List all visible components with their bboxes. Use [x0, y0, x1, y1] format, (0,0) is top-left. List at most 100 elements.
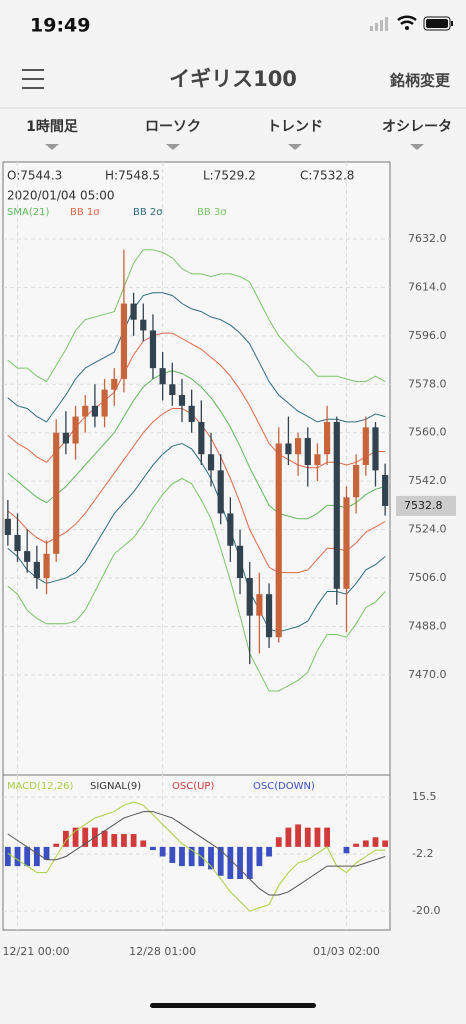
- status-icons: [370, 15, 453, 31]
- y-tick-label: 7560.0: [408, 426, 447, 439]
- candle-body: [275, 443, 282, 638]
- tab[interactable]: オシレータ: [382, 119, 452, 135]
- ohlc-open: O:7544.3: [7, 169, 62, 183]
- y-tick-label: 7488.0: [408, 619, 447, 632]
- legend-label: BB 2σ: [133, 207, 163, 218]
- osc-bar: [295, 824, 301, 847]
- y-tick-label: 15.5: [412, 790, 437, 803]
- osc-bar: [62, 830, 69, 847]
- osc-bar: [314, 827, 321, 847]
- candle-body: [178, 395, 186, 406]
- candle-body: [91, 405, 99, 417]
- candle-body: [101, 389, 108, 417]
- osc-bar: [82, 827, 89, 847]
- osc-bar: [275, 837, 282, 847]
- y-tick-label: -20.0: [412, 904, 440, 917]
- macd-line: [7, 811, 386, 896]
- osc-bar: [237, 846, 243, 879]
- tab[interactable]: 1時間足: [26, 118, 79, 135]
- osc-bar: [24, 846, 31, 867]
- legend-label: MACD(12,26): [7, 781, 74, 792]
- osc-bar: [208, 846, 214, 870]
- tab[interactable]: ローソク: [145, 119, 201, 135]
- candle-body: [285, 443, 292, 455]
- candle-body: [256, 594, 263, 616]
- change-symbol[interactable]: 銘柄変更: [390, 72, 451, 90]
- legend-label: OSC(UP): [172, 781, 214, 792]
- y-tick-label: -2.2: [412, 847, 433, 860]
- band-line: [7, 442, 386, 633]
- candle-body: [324, 421, 331, 455]
- legend-label: SMA(21): [7, 207, 49, 218]
- osc-bar: [121, 834, 127, 847]
- osc-bar: [188, 846, 195, 867]
- x-tick-label: 12/21 00:00: [3, 945, 70, 958]
- macd-line: [7, 801, 386, 912]
- ohlc-high: H:7548.5: [105, 169, 160, 183]
- candle-body: [43, 553, 50, 579]
- price-tag: [396, 495, 456, 516]
- candle-body: [120, 303, 128, 379]
- candle-body: [343, 497, 350, 589]
- candle-body: [33, 561, 40, 579]
- candle-body: [188, 405, 195, 422]
- price-tag-label: 7532.8: [404, 499, 443, 512]
- candle-body: [207, 454, 215, 471]
- osc-bar: [227, 846, 234, 879]
- legend-label: BB 1σ: [70, 207, 100, 218]
- osc-bar: [372, 837, 379, 847]
- candle-body: [169, 384, 176, 396]
- y-tick-label: 7614.0: [408, 280, 447, 293]
- candle-body: [82, 405, 89, 417]
- osc-bar: [382, 840, 389, 847]
- y-tick-label: 7632.0: [408, 232, 447, 245]
- band-line: [7, 249, 386, 383]
- osc-bar: [150, 846, 156, 851]
- osc-bar: [14, 846, 21, 867]
- band-line: [7, 477, 386, 692]
- osc-bar: [140, 840, 147, 847]
- status-time: 19:49: [30, 15, 90, 37]
- osc-bar: [33, 846, 40, 867]
- candle-body: [372, 427, 379, 471]
- candle-body: [72, 416, 79, 444]
- chart-frame: [2, 161, 391, 931]
- candle-body: [14, 534, 21, 552]
- osc-bar: [353, 843, 360, 847]
- candle-body: [362, 427, 369, 466]
- y-tick-label: 7542.0: [408, 474, 447, 487]
- candle-body: [140, 319, 147, 331]
- header-title: イギリス100: [169, 67, 297, 91]
- legend-label: OSC(DOWN): [253, 781, 315, 792]
- osc-bar: [4, 846, 11, 867]
- osc-bar: [72, 827, 79, 847]
- y-tick-label: 7596.0: [408, 329, 447, 342]
- y-tick-label: 7524.0: [408, 523, 447, 536]
- band-line: [7, 370, 386, 520]
- candle-body: [4, 518, 11, 535]
- candle-body: [24, 551, 31, 562]
- x-tick-label: 12/28 01:00: [129, 945, 196, 958]
- candle-body: [294, 438, 302, 455]
- osc-bar: [101, 830, 108, 847]
- osc-bar: [111, 834, 118, 847]
- band-line: [7, 332, 386, 469]
- x-tick-label: 01/03 02:00: [313, 945, 380, 958]
- candle-body: [304, 438, 311, 466]
- date-label: 2020/01/04 05:00: [7, 189, 115, 203]
- tabs: 1時間足 ローソク トレンド オシレータ: [26, 118, 452, 150]
- osc-bar: [169, 846, 176, 863]
- osc-bar: [217, 846, 224, 876]
- menu-icon[interactable]: [22, 69, 44, 89]
- legend-label: SIGNAL(9): [90, 781, 141, 792]
- candle-body: [333, 421, 340, 589]
- candle-body: [159, 368, 166, 385]
- band-line: [7, 292, 386, 423]
- candle-body: [217, 470, 224, 514]
- candle-body: [382, 474, 389, 506]
- tab[interactable]: トレンド: [267, 119, 323, 135]
- osc-bar: [53, 843, 60, 847]
- osc-bar: [266, 846, 272, 857]
- candle-body: [62, 432, 69, 444]
